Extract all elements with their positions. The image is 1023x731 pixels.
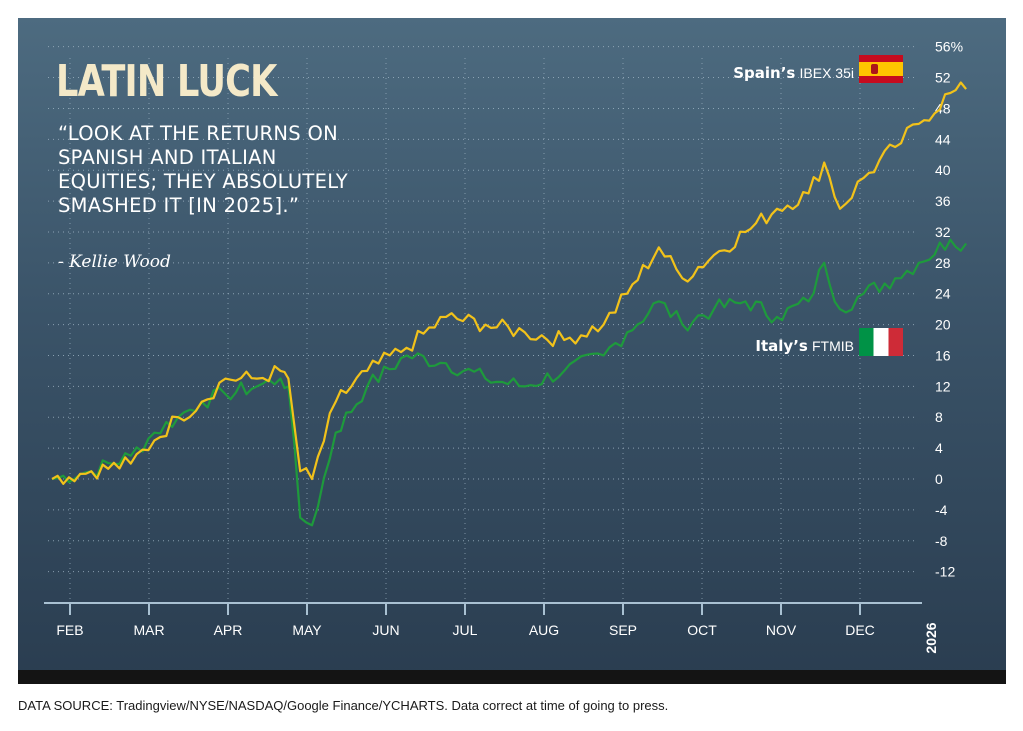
spain-series-label: Spain’s IBEX 35i [733, 64, 854, 82]
x-axis-ticks: FEB MAR APR MAY JUN JUL AUG SEP OCT NOV DEC [56, 603, 875, 638]
x-tick-label: FEB [56, 622, 83, 638]
italy-flag-icon [859, 328, 903, 356]
y-tick-label: 0 [935, 471, 943, 487]
italy-label-index: FTMIB [812, 338, 854, 354]
y-tick-label: 40 [935, 162, 951, 178]
chart-panel: 56% 52 48 44 40 36 32 28 24 20 16 12 8 4 0 -4 -8 -12 FEB M… [18, 18, 1006, 684]
x-tick-label: MAR [133, 622, 164, 638]
italy-label-bold: Italy’s [755, 337, 808, 355]
y-tick-label: 20 [935, 317, 951, 333]
y-tick-label: 28 [935, 255, 951, 271]
x-tick-label: AUG [529, 622, 559, 638]
y-tick-label: -8 [935, 533, 948, 549]
x-tick-label: SEP [609, 622, 637, 638]
x-tick-label: OCT [687, 622, 717, 638]
x-tick-label: JUN [372, 622, 399, 638]
spain-label-index: IBEX 35i [799, 65, 854, 81]
year-label: 2026 [923, 622, 939, 654]
y-tick-label: 24 [935, 286, 951, 302]
gridlines [48, 46, 918, 603]
spain-series-line [51, 81, 967, 485]
y-tick-label: 8 [935, 409, 943, 425]
y-tick-label: -12 [935, 564, 955, 580]
pull-quote: “LOOK AT THE RETURNS ON SPANISH AND ITAL… [58, 122, 349, 217]
y-tick-label: 16 [935, 347, 951, 363]
x-tick-label: DEC [845, 622, 875, 638]
y-tick-label: 52 [935, 70, 951, 86]
y-tick-label: 12 [935, 378, 951, 394]
quote-attribution: - Kellie Wood [58, 252, 171, 272]
y-tick-label: -4 [935, 502, 948, 518]
series-lines [51, 81, 967, 527]
y-tick-label: 4 [935, 440, 943, 456]
x-tick-label: MAY [292, 622, 322, 638]
x-tick-label: APR [214, 622, 243, 638]
bottom-bar [18, 670, 1006, 684]
x-tick-label: JUL [453, 622, 478, 638]
y-tick-label: 36 [935, 193, 951, 209]
italy-series-line [51, 238, 967, 527]
y-tick-label: 32 [935, 224, 951, 240]
x-tick-label: NOV [766, 622, 797, 638]
y-tick-label: 48 [935, 100, 951, 116]
y-tick-label: 44 [935, 131, 951, 147]
chart-title: LATIN LUCK [56, 56, 277, 107]
italy-series-label: Italy’s FTMIB [755, 337, 854, 355]
data-source-note: DATA SOURCE: Tradingview/NYSE/NASDAQ/Goo… [18, 698, 669, 713]
y-tick-label: 56% [935, 39, 963, 55]
spain-flag-icon [859, 55, 903, 83]
spain-label-bold: Spain’s [733, 64, 796, 82]
